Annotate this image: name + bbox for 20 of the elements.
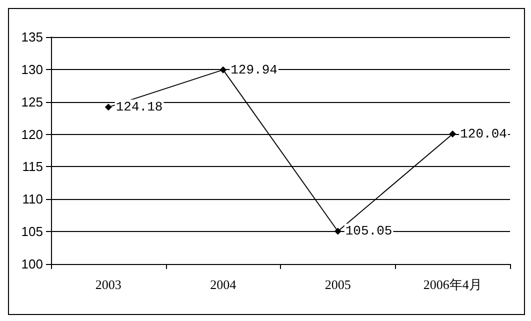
x-tick-label: 2003: [95, 277, 122, 292]
data-label: 120.04: [460, 126, 508, 142]
point: [334, 228, 342, 235]
y-tick-label: 115: [22, 159, 43, 174]
x-tick-label: 2005: [324, 277, 351, 292]
x-tick-label: 2006年4月: [423, 277, 482, 292]
y-tick-label: 125: [21, 94, 43, 110]
y-tick-label: 135: [21, 30, 43, 44]
data-label: 105.05: [345, 224, 392, 239]
data-label: 124.18: [116, 100, 163, 115]
y-tick-label: 100: [21, 256, 43, 272]
point: [104, 104, 112, 111]
y-tick-label: 120: [21, 126, 43, 142]
y-tick-label: 105: [21, 224, 43, 240]
point: [449, 130, 456, 138]
y-tick-label: 110: [22, 192, 43, 207]
x-tick-label: 2004: [210, 277, 237, 292]
y-tick-label: 130: [21, 62, 43, 77]
point: [220, 66, 227, 74]
data-label: 129.94: [230, 62, 278, 78]
